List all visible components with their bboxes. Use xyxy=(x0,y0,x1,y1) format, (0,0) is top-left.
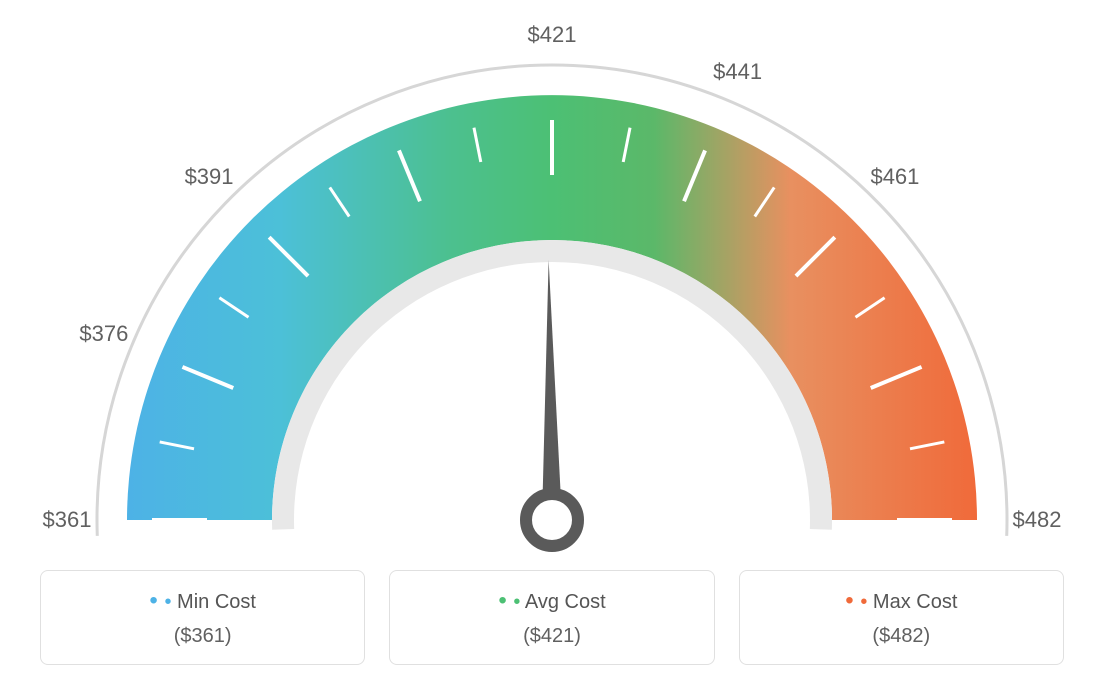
gauge-tick-label: $461 xyxy=(870,164,919,190)
legend-avg-label: • Avg Cost xyxy=(400,587,703,615)
legend-min: • Min Cost ($361) xyxy=(40,570,365,665)
legend-max: • Max Cost ($482) xyxy=(739,570,1064,665)
legend-max-value: ($482) xyxy=(750,625,1053,648)
gauge-tick-label: $361 xyxy=(43,507,92,533)
gauge-tick-label: $421 xyxy=(528,22,577,48)
legend-min-label: • Min Cost xyxy=(51,587,354,615)
gauge-svg xyxy=(0,0,1104,570)
legend-row: • Min Cost ($361) • Avg Cost ($421) • Ma… xyxy=(0,570,1104,665)
gauge-tick-label: $482 xyxy=(1013,507,1062,533)
legend-avg: • Avg Cost ($421) xyxy=(389,570,714,665)
gauge-tick-label: $376 xyxy=(79,321,128,347)
legend-min-value: ($361) xyxy=(51,625,354,648)
legend-max-label: • Max Cost xyxy=(750,587,1053,615)
gauge-chart: $361 $376 $391 $421 $441 $461 $482 xyxy=(0,0,1104,570)
legend-avg-value: ($421) xyxy=(400,625,703,648)
gauge-tick-label: $441 xyxy=(713,59,762,85)
gauge-tick-label: $391 xyxy=(185,164,234,190)
